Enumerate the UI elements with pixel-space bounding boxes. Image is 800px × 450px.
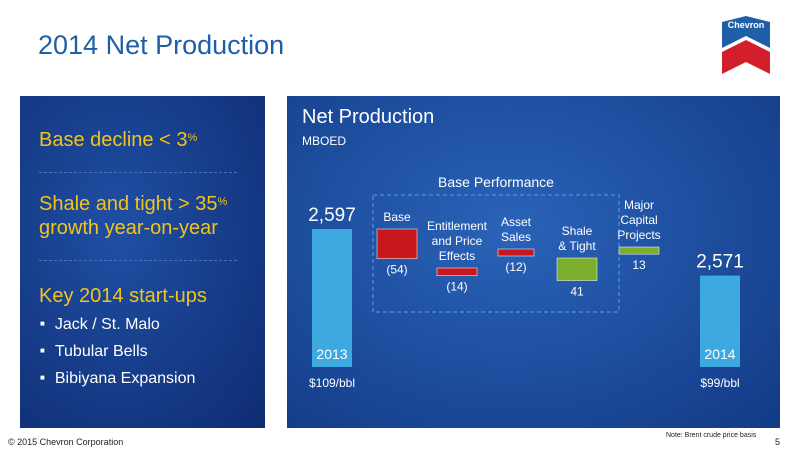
value-label: (14) bbox=[446, 280, 467, 294]
bar-delta bbox=[436, 267, 478, 276]
bar-delta bbox=[376, 228, 418, 259]
slide-title: 2014 Net Production bbox=[38, 30, 285, 60]
waterfall-chart: Base Performance 2,597 2013 $109/bbl (54) Bas… bbox=[308, 174, 744, 390]
price-label: $109/bbl bbox=[309, 376, 355, 390]
category-label: Capital bbox=[620, 213, 657, 227]
group-label: Base Performance bbox=[438, 174, 554, 190]
shale-growth-text: Shale and tight > 35% growth year-on-year bbox=[39, 193, 228, 239]
value-label: 13 bbox=[632, 258, 646, 272]
copyright: © 2015 Chevron Corporation bbox=[8, 437, 124, 447]
chart-subtitle: MBOED bbox=[302, 134, 347, 148]
startup-item: Jack / St. Malo bbox=[40, 316, 160, 334]
value-label: 2,571 bbox=[696, 252, 744, 273]
value-label: (54) bbox=[386, 263, 407, 277]
category-label: Shale bbox=[562, 224, 593, 238]
price-label: $99/bbl bbox=[700, 376, 739, 390]
logo-text: Chevron bbox=[728, 20, 765, 30]
startup-item: Bibiyana Expansion bbox=[40, 370, 196, 388]
category-label: Major bbox=[624, 198, 654, 212]
bar-delta bbox=[618, 246, 660, 255]
category-label: Asset bbox=[501, 215, 532, 229]
category-label: Base bbox=[383, 210, 411, 224]
divider bbox=[39, 260, 237, 261]
category-label: Sales bbox=[501, 230, 531, 244]
chart-title: Net Production bbox=[302, 106, 435, 128]
value-label: 2,597 bbox=[308, 205, 356, 226]
chevron-logo: Chevron bbox=[722, 16, 770, 74]
startups-heading: Key 2014 start-ups bbox=[39, 285, 207, 307]
bar-total bbox=[700, 275, 740, 367]
right-panel: Net Production MBOED Base Performance 2,5… bbox=[287, 96, 780, 428]
left-panel: Base decline < 3% Shale and tight > 35% g… bbox=[20, 96, 265, 428]
category-label: & Tight bbox=[558, 239, 596, 253]
divider bbox=[39, 172, 237, 173]
category-label: Entitlement bbox=[427, 219, 488, 233]
bar-year-label: 2013 bbox=[316, 346, 347, 362]
bar-total bbox=[312, 229, 352, 367]
bar-year-label: 2014 bbox=[704, 346, 735, 362]
bar-delta bbox=[497, 248, 535, 257]
value-label: 41 bbox=[570, 285, 584, 299]
value-label: (12) bbox=[505, 260, 526, 274]
footnote: Note: Brent crude price basis bbox=[666, 432, 757, 439]
startup-item: Tubular Bells bbox=[40, 343, 148, 361]
base-decline-text: Base decline < 3% bbox=[39, 129, 198, 151]
category-label: and Price bbox=[432, 234, 483, 248]
page-number: 5 bbox=[775, 437, 781, 447]
category-label: Projects bbox=[617, 228, 660, 242]
bar-delta bbox=[556, 257, 598, 281]
category-label: Effects bbox=[439, 249, 475, 263]
